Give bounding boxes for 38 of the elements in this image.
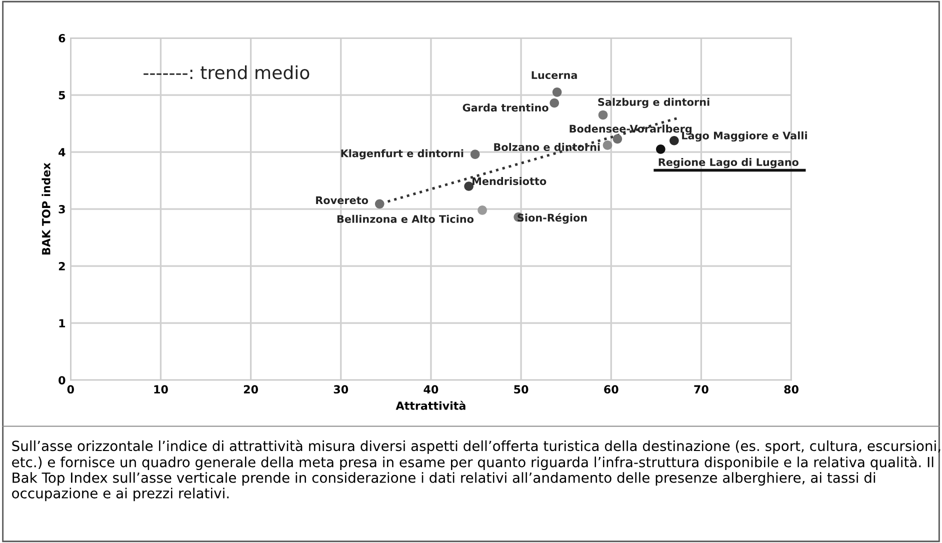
point [464, 182, 474, 191]
annotation: Mendrisiotto [472, 177, 546, 186]
y-tick-label: 0 [58, 376, 66, 384]
x-tick-label: 40 [424, 385, 438, 394]
x-tick-label: 30 [334, 385, 348, 394]
point [670, 136, 679, 146]
annotation: -------: trend medio [144, 65, 310, 80]
x-tick-label: 10 [154, 385, 168, 394]
x-tick-label: 0 [67, 385, 74, 394]
point [612, 134, 622, 144]
x-tick-label: 70 [694, 385, 708, 394]
x-tick-label: 20 [244, 385, 258, 394]
point [656, 144, 666, 154]
y-tick-label: 6 [58, 34, 66, 42]
annotation: Garda trentino [462, 104, 548, 112]
y-tick-label: 1 [59, 319, 66, 328]
annotation: Klagenfurt e dintorni [341, 149, 464, 160]
annotation: Rovereto [316, 196, 368, 204]
point [470, 150, 480, 159]
point [374, 199, 384, 209]
annotation: Salzburg e dintorni [598, 98, 710, 108]
y-tick-label: 4 [58, 148, 66, 156]
annotation: Bellinzona e Alto Ticino [337, 214, 474, 223]
point [602, 140, 612, 150]
annotation: Regione Lago di Lugano [658, 158, 798, 168]
point [550, 98, 560, 108]
y-tick-label: 5 [58, 91, 66, 100]
x-tick-label: 60 [604, 385, 618, 394]
annotation: Lucerna [532, 71, 577, 80]
x-tick-label: 50 [514, 385, 528, 394]
x-tick-label: 80 [784, 385, 798, 394]
point [478, 206, 487, 215]
point [598, 110, 608, 120]
y-tick-label: 2 [58, 262, 65, 270]
y-axis-title: BAK TOP index [42, 162, 50, 255]
x-axis-title: Attrattività [396, 400, 466, 410]
point [552, 88, 562, 97]
y-tick-label: 3 [58, 205, 65, 214]
